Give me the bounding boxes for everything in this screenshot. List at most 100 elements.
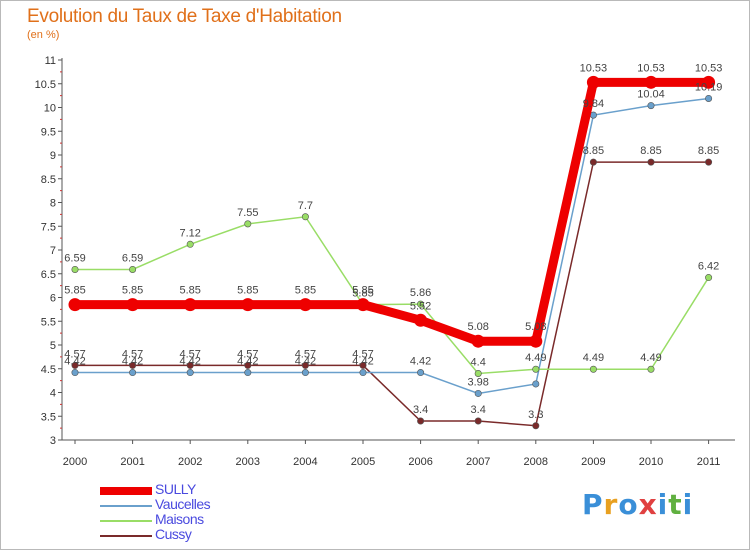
data-label: 4.42: [122, 356, 143, 368]
data-label: 8.85: [583, 145, 604, 157]
data-point: [359, 361, 367, 369]
data-label: 3.98: [467, 376, 488, 388]
data-point: [589, 158, 597, 166]
data-point: [71, 265, 79, 273]
data-point: [241, 298, 255, 312]
legend-label-cussy: Cussy: [155, 526, 192, 542]
data-point: [186, 369, 194, 377]
y-tick-label: 4.5: [41, 364, 56, 376]
x-tick-label: 2011: [697, 456, 721, 468]
logo-letter: i: [682, 488, 694, 521]
data-point: [186, 361, 194, 369]
data-point: [129, 369, 137, 377]
data-label: 5.08: [467, 321, 488, 333]
data-label: 4.57: [237, 348, 258, 360]
data-point: [471, 334, 485, 348]
logo-letter: t: [668, 488, 683, 521]
x-tick-label: 2004: [293, 456, 317, 468]
data-point: [532, 422, 540, 430]
series-line-maisons: [75, 215, 710, 375]
data-label: 4.42: [295, 356, 316, 368]
data-point: [417, 417, 425, 425]
data-point: [126, 298, 140, 312]
data-label: 5.52: [410, 300, 431, 312]
y-tick-label: 7.5: [41, 221, 56, 233]
data-label: 5.86: [410, 287, 431, 299]
data-point: [68, 298, 82, 312]
data-label: 7.55: [237, 207, 258, 219]
legend-swatch-vaucelles: [100, 505, 152, 507]
data-point: [589, 365, 597, 373]
legend-swatch-maisons: [100, 520, 152, 522]
data-label: 10.53: [695, 62, 723, 74]
x-tick-label: 2007: [466, 456, 490, 468]
y-tick-label: 7: [50, 245, 56, 257]
x-tick-label: 2008: [524, 456, 548, 468]
data-label: 4.57: [352, 348, 373, 360]
data-label: 8.85: [698, 145, 719, 157]
data-label: 5.85: [179, 285, 200, 297]
data-point: [244, 220, 252, 228]
data-label: 10.19: [695, 81, 723, 93]
logo-letter: P: [582, 488, 604, 521]
data-label: 5.85: [295, 285, 316, 297]
data-label: 4.57: [64, 348, 85, 360]
data-label: 10.53: [637, 62, 665, 74]
x-tick-label: 2002: [178, 456, 202, 468]
series-line-cussy: [75, 161, 709, 427]
x-tick-label: 2010: [639, 456, 663, 468]
chart-title: Evolution du Taux de Taxe d'Habitation: [27, 6, 342, 27]
data-point: [474, 417, 482, 425]
y-tick-label: 5.5: [41, 316, 56, 328]
y-tick-label: 3: [50, 435, 56, 447]
data-point: [129, 265, 137, 273]
y-tick-label: 8.5: [41, 174, 56, 186]
y-tick-label: 4: [50, 388, 56, 400]
data-label: 7.12: [179, 227, 200, 239]
x-tick-label: 2005: [351, 456, 375, 468]
data-label: 3.4: [471, 404, 486, 416]
y-tick-label: 9: [50, 150, 56, 162]
data-label: 6.59: [122, 252, 143, 264]
data-point: [532, 365, 540, 373]
y-tick-label: 5: [50, 340, 56, 352]
data-point: [647, 102, 655, 110]
logo-letter: r: [603, 488, 619, 521]
data-point: [129, 361, 137, 369]
y-tick-label: 3.5: [41, 411, 56, 423]
x-tick-label: 2006: [408, 456, 432, 468]
data-label: 6.42: [698, 261, 719, 273]
y-tick-label: 6: [50, 293, 56, 305]
y-tick-label: 10: [44, 103, 56, 115]
x-tick-label: 2009: [581, 456, 605, 468]
data-point: [705, 274, 713, 282]
data-point: [705, 158, 713, 166]
series-line-sully: [75, 77, 709, 346]
data-point: [356, 298, 370, 312]
data-label: 3.4: [413, 404, 428, 416]
logo-letter: o: [618, 488, 639, 521]
logo-letter: i: [657, 488, 669, 521]
data-label: 6.59: [64, 252, 85, 264]
y-tick-label: 6.5: [41, 269, 56, 281]
data-point: [647, 365, 655, 373]
data-point: [359, 369, 367, 377]
data-label: 5.08: [525, 321, 546, 333]
data-point: [71, 361, 79, 369]
data-label: 7.7: [298, 200, 313, 212]
data-point: [702, 75, 716, 89]
y-tick-label: 8: [50, 198, 56, 210]
data-point: [244, 369, 252, 377]
data-label: 4.57: [122, 348, 143, 360]
legend-label-maisons: Maisons: [155, 511, 204, 527]
legend-label-sully: SULLY: [155, 481, 196, 497]
data-point: [529, 334, 543, 348]
x-tick-label: 2003: [236, 456, 260, 468]
data-label: 4.42: [352, 356, 373, 368]
data-label: 10.53: [580, 62, 608, 74]
data-point: [301, 213, 309, 221]
data-label: 4.42: [64, 356, 85, 368]
chart-subtitle: (en %): [27, 29, 60, 41]
